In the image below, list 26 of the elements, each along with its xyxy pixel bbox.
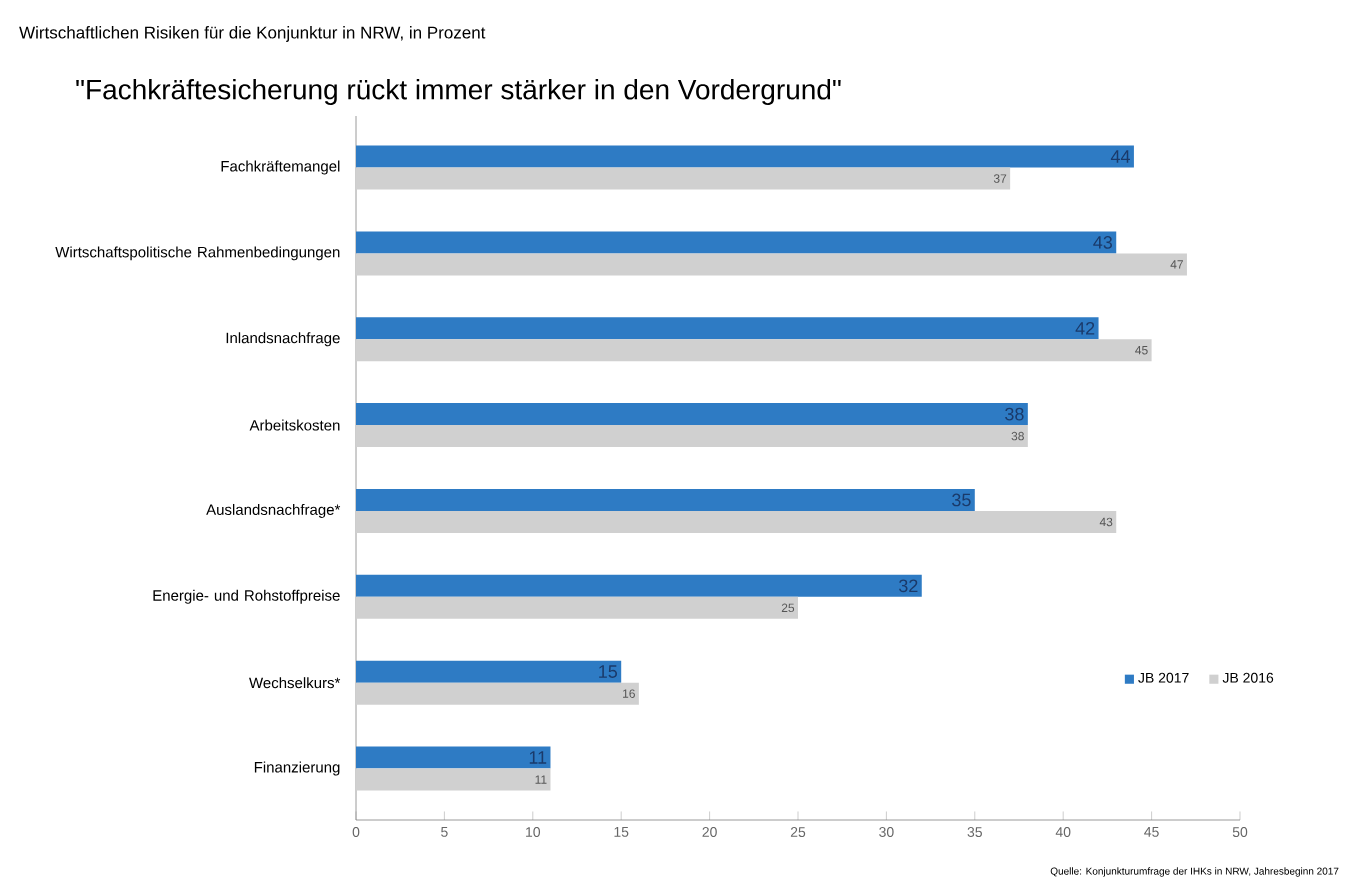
bar xyxy=(356,488,975,511)
bar xyxy=(356,682,639,705)
bar xyxy=(356,596,798,619)
data-label: 15 xyxy=(599,665,618,678)
bar xyxy=(356,317,1099,340)
data-label: 35 xyxy=(952,493,971,507)
bar xyxy=(356,510,1117,533)
bar xyxy=(356,403,1028,426)
bar xyxy=(356,574,922,597)
data-label: 44 xyxy=(1110,150,1130,163)
bar xyxy=(356,339,1152,362)
data-label: 32 xyxy=(899,579,918,593)
data-label: 43 xyxy=(1093,236,1113,249)
data-label: 38 xyxy=(1005,407,1024,421)
bar xyxy=(356,145,1134,168)
bar xyxy=(356,167,1011,190)
data-label: 42 xyxy=(1075,321,1095,335)
bar xyxy=(356,768,551,791)
bar xyxy=(356,253,1187,276)
bar xyxy=(356,746,551,769)
bar xyxy=(356,231,1117,254)
bar xyxy=(356,425,1028,448)
bar xyxy=(356,660,622,683)
chart-subtitle: Wirtschaftlichen Risiken für die Konjunktur in NRW, in Prozent xyxy=(19,26,486,42)
chart-title: "Fachkräftesicherung rückt immer stärker in den Vordergrund" xyxy=(76,78,841,106)
data-label: 11 xyxy=(529,751,547,764)
